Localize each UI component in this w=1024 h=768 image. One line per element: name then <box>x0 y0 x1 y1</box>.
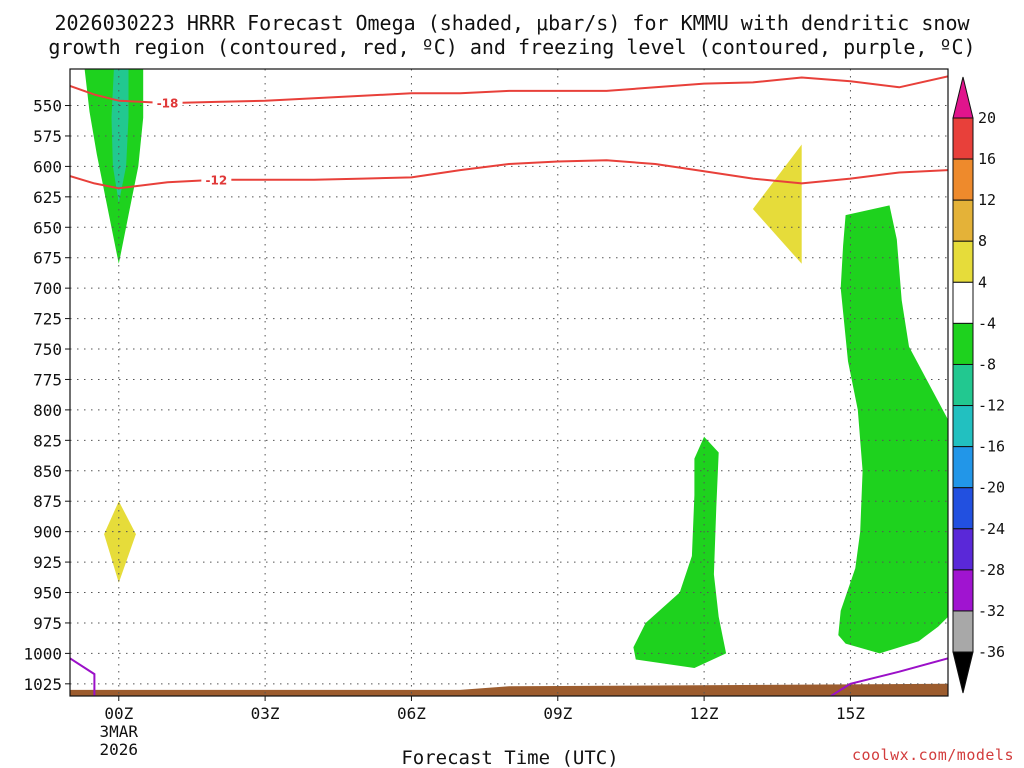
colorbar-level-label: -28 <box>978 561 1005 579</box>
y-tick-label: 900 <box>33 523 62 542</box>
colorbar-level-label: -32 <box>978 602 1005 620</box>
y-tick-label: 575 <box>33 127 62 146</box>
x-tick-label: 12Z <box>690 704 719 723</box>
terrain-band <box>70 683 948 696</box>
colorbar-bin <box>952 240 974 283</box>
y-tick-label: 925 <box>33 553 62 572</box>
colorbar-bin <box>952 281 974 324</box>
contour-label-bg <box>201 172 232 187</box>
x-tick-label: 03Z <box>251 704 280 723</box>
y-tick-label: 975 <box>33 614 62 633</box>
y-tick-label: 1025 <box>23 675 62 694</box>
colorbar-bin <box>952 199 974 242</box>
y-tick-label: 625 <box>33 188 62 207</box>
colorbar-bin <box>952 405 974 448</box>
y-tick-label: 875 <box>33 492 62 511</box>
colorbar-level-label: -16 <box>978 438 1005 456</box>
contour-label: -18 <box>157 97 179 111</box>
chart-title-line-2: growth region (contoured, red, ºC) and f… <box>48 35 975 59</box>
x-tick-label: 06Z <box>397 704 426 723</box>
y-tick-label: 600 <box>33 157 62 176</box>
colorbar-bin <box>952 569 974 612</box>
y-tick-label: 825 <box>33 431 62 450</box>
colorbar: 20 16 12 8 4 -4 -8 -12 -16 -20 -24 -28 -32 -36 <box>952 76 1005 694</box>
y-tick-label: 650 <box>33 218 62 237</box>
y-tick-label: 800 <box>33 401 62 420</box>
colorbar-level-label: -4 <box>978 314 996 332</box>
colorbar-level-label: 4 <box>978 273 987 291</box>
omega-shaded-regions <box>84 69 948 668</box>
colorbar-level-label: 8 <box>978 232 987 250</box>
colorbar-bin <box>952 610 974 653</box>
omega-region-green-15z <box>838 205 948 654</box>
colorbar-level-label: -36 <box>978 643 1005 661</box>
y-tick-label: 550 <box>33 97 62 116</box>
contour-label-bg <box>152 96 183 111</box>
omega-region-yellow-00z <box>104 501 136 583</box>
x-tick-label: 15Z <box>836 704 865 723</box>
plot-frame <box>69 68 949 697</box>
colorbar-bin <box>952 528 974 571</box>
colorbar-bin <box>952 363 974 407</box>
site-credit[interactable]: coolwx.com/models <box>852 746 1014 764</box>
omega-region-green-12z <box>633 436 727 668</box>
x-tick-label: 09Z <box>543 704 572 723</box>
y-tick-label: 1000 <box>23 644 62 663</box>
colorbar-level-label: -8 <box>978 355 996 373</box>
colorbar-top-arrow <box>952 76 974 119</box>
y-tick-label: 775 <box>33 370 62 389</box>
x-tick-year: 2026 <box>100 740 139 759</box>
colorbar-level-label: -20 <box>978 479 1005 497</box>
x-axis-label: Forecast Time (UTC) <box>401 747 618 768</box>
colorbar-level-label: 12 <box>978 191 996 209</box>
colorbar-level-label: 16 <box>978 150 996 168</box>
y-tick-label: 675 <box>33 249 62 268</box>
x-tick-date: 3MAR <box>100 722 139 741</box>
terrain-layer <box>70 683 948 696</box>
freezing-level-contour-0 <box>70 657 96 696</box>
temperature-contours: -18 -12 <box>70 75 948 696</box>
chart-title-line-1: 2026030223 HRRR Forecast Omega (shaded, … <box>54 11 970 35</box>
colorbar-bin <box>952 487 974 530</box>
colorbar-bin <box>952 117 974 160</box>
colorbar-level-label: -24 <box>978 520 1005 538</box>
colorbar-bin <box>952 158 974 201</box>
y-tick-label: 700 <box>33 279 62 298</box>
contour-label: -12 <box>205 173 227 187</box>
omega-region-yellow-13z <box>752 144 802 264</box>
y-tick-label: 750 <box>33 340 62 359</box>
freezing-level-contour-1 <box>830 657 948 696</box>
colorbar-bin <box>952 446 974 489</box>
colorbar-bottom-arrow <box>952 651 974 694</box>
x-tick-label: 00Z <box>104 704 133 723</box>
y-tick-label: 950 <box>33 584 62 603</box>
y-axis: 550 575 600 625 650 675 700 725 750 775 800 825 850 8… <box>23 97 70 694</box>
y-tick-label: 725 <box>33 310 62 329</box>
dgz-contour-1 <box>70 159 948 190</box>
colorbar-level-label: -12 <box>978 397 1005 415</box>
y-tick-label: 850 <box>33 462 62 481</box>
colorbar-level-label: 20 <box>978 109 996 127</box>
colorbar-bin <box>952 322 974 365</box>
